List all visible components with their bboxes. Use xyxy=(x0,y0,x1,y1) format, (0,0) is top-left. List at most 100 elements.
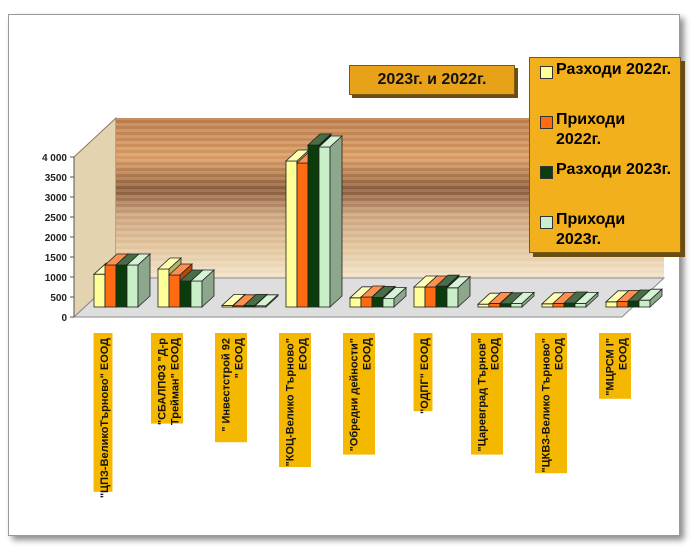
y-tick-label: 3500 xyxy=(45,173,68,184)
bar-front xyxy=(446,287,459,308)
bar-side xyxy=(329,135,343,308)
category-label: "ЦКВЗ-Велико Търново" ЕООД xyxy=(535,333,567,474)
bar-front xyxy=(168,274,181,308)
y-tick-label: 4 000 xyxy=(42,153,67,164)
legend-label: Приходи 2023г. xyxy=(556,211,626,248)
category-label: "КОЦ-Велико Търново" ЕООД xyxy=(279,333,311,467)
legend-swatch xyxy=(540,216,553,229)
bar xyxy=(637,288,664,308)
bar-front xyxy=(616,300,629,308)
bar xyxy=(573,291,600,308)
bar-front xyxy=(563,302,576,308)
bar-front xyxy=(126,264,139,308)
bar xyxy=(189,269,216,308)
y-tick-label: 0 xyxy=(61,313,67,324)
category-label-text: ЕООД xyxy=(490,338,502,370)
chart-title: 2023г. и 2022г. xyxy=(349,65,515,95)
bar-side xyxy=(393,286,407,308)
category-label: "СБАЛПФЗ "Д-р Трейман" ЕООД xyxy=(151,333,183,425)
legend: Разходи 2022г. Приходи 2022г. Разходи 20… xyxy=(529,57,681,253)
category-label-text: Трейман" ЕООД xyxy=(170,338,182,425)
bar-front xyxy=(424,286,437,308)
category-label-text: ЕООД xyxy=(362,338,374,370)
bar-front xyxy=(360,296,373,308)
category-label: "Обредни дейности" ЕООД xyxy=(343,333,375,455)
legend-swatch xyxy=(540,66,553,79)
bar-side xyxy=(137,253,151,308)
bar-front xyxy=(510,302,523,308)
y-tick-label: 1500 xyxy=(45,253,68,264)
category-label-text: " Инвестстрой 92 xyxy=(221,338,233,432)
legend-swatch xyxy=(540,116,553,129)
category-label: "ОДПГ" ЕООД xyxy=(413,333,433,414)
y-tick-label: 2000 xyxy=(45,233,68,244)
category-label-text: "ОДПГ" ЕООД xyxy=(419,338,431,414)
bar-front xyxy=(435,285,448,308)
category-label-text: "ЦПЗ-ВеликоТърново" ЕООД xyxy=(99,338,111,498)
category-label-text: "КОЦ-Велико Търново" xyxy=(285,338,297,467)
legend-label: Приходи 2022г. xyxy=(556,111,626,148)
bar-front xyxy=(318,146,331,308)
category-label-text: "ЦКВЗ-Велико Търново" xyxy=(541,338,553,473)
bar-side xyxy=(265,293,279,308)
bar xyxy=(253,293,280,308)
chart-frame: 0 500 1000 1500 2000 2500 3000 3500 4 000 "ЦПЗ-В… xyxy=(8,14,681,536)
bar-front xyxy=(307,144,320,308)
bar-front xyxy=(93,273,106,308)
category-label-bg xyxy=(599,333,631,399)
bar-front xyxy=(179,280,192,308)
bar-front xyxy=(190,280,203,308)
bar-front xyxy=(488,302,501,308)
category-label: "Царевград Търнов" ЕООД xyxy=(471,333,503,455)
bar-side xyxy=(585,291,599,308)
y-tick-label: 500 xyxy=(50,293,67,304)
legend-swatch xyxy=(540,166,553,179)
bar-front xyxy=(574,302,587,308)
category-label: "ЦПЗ-ВеликоТърново" ЕООД xyxy=(93,333,113,498)
bar-front xyxy=(296,162,309,308)
bar-front xyxy=(605,301,618,308)
category-label-bg xyxy=(93,333,113,492)
bar-front xyxy=(382,298,395,308)
bar-front xyxy=(115,264,128,308)
bar-side xyxy=(649,288,663,308)
category-label-bg xyxy=(471,333,503,455)
bar-side xyxy=(521,291,535,308)
bar-front xyxy=(499,303,512,308)
legend-item: Приходи 2022г. xyxy=(530,108,680,158)
bar-front xyxy=(285,160,298,308)
category-label-bg xyxy=(535,333,567,474)
bar-front xyxy=(371,296,384,308)
category-label-bg xyxy=(279,333,311,467)
bar xyxy=(509,291,536,308)
y-tick-label: 2500 xyxy=(45,213,68,224)
legend-label: Разходи 2022г. xyxy=(556,61,672,78)
bar-front xyxy=(413,286,426,308)
y-tick-label: 1000 xyxy=(45,273,68,284)
bar-front xyxy=(477,303,490,308)
bar-front xyxy=(627,300,640,308)
category-label-text: " ЕООД xyxy=(234,338,246,379)
bar-side xyxy=(201,269,215,308)
legend-label: Разходи 2023г. xyxy=(556,161,672,178)
y-tick-label: 3000 xyxy=(45,193,68,204)
category-label-text: ЕООД xyxy=(298,338,310,370)
bar xyxy=(381,286,408,308)
category-label-text: "Царевград Търнов" xyxy=(477,338,489,452)
category-label-text: "Обредни дейности" xyxy=(349,338,361,451)
category-label-bg xyxy=(151,333,183,424)
category-label: " Инвестстрой 92 " ЕООД xyxy=(215,333,247,443)
bar-front xyxy=(157,268,170,308)
bar-front xyxy=(349,297,362,308)
bar-front xyxy=(552,302,565,308)
category-label-text: "СБАЛПФЗ "Д-р xyxy=(157,338,169,425)
category-label: "МЦРСМ I" ЕООД xyxy=(599,333,631,399)
category-label-text: ЕООД xyxy=(618,338,630,370)
category-label-bg xyxy=(215,333,247,443)
bar-front xyxy=(104,264,117,308)
legend-item: Разходи 2023г. xyxy=(530,158,680,208)
category-label-bg xyxy=(343,333,375,455)
bar xyxy=(445,275,472,308)
bar-front xyxy=(638,299,651,308)
bar-side xyxy=(457,275,471,308)
